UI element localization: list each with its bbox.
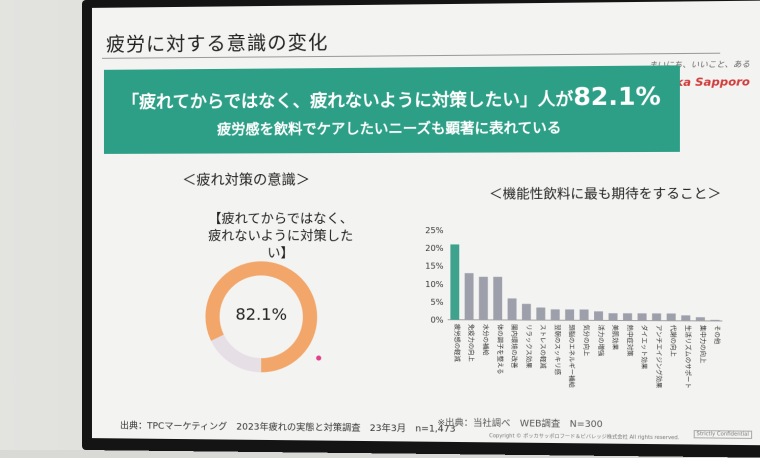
bar	[638, 313, 647, 320]
left-section-title: ＜疲れ対策の意識＞	[182, 169, 310, 189]
bar	[508, 298, 517, 320]
bar	[681, 315, 690, 320]
category-label: その他	[713, 325, 722, 344]
bar	[493, 277, 502, 320]
laser-pointer-dot	[316, 356, 321, 361]
y-tick-label: 25%	[425, 226, 444, 235]
category-label: リラックス効果	[524, 324, 532, 368]
bar	[652, 313, 661, 320]
category-label: 体の調子を整える	[496, 324, 504, 374]
category-label: 腸内環境の改善	[510, 324, 518, 368]
category-label: ストレスの軽減	[539, 324, 547, 369]
category-label: 疲労感の軽減	[453, 324, 461, 363]
banner-percent: 82.1%	[573, 82, 661, 111]
slide-screen: 疲労に対する意識の変化 まいにち、いいこと、ある Pokka Sapporo 「…	[92, 1, 760, 446]
bar-chart: 25% 20% 15% 10% 5% 0% 疲労感の軽減 免疫力の向上 水分の補給 体の調子を整え…	[417, 222, 731, 445]
category-label: 翌朝のスッキリ感	[553, 324, 561, 375]
category-label: 頭脳のエネルギー補給	[568, 324, 576, 388]
category-label: 美肌効果	[611, 325, 619, 350]
category-label: 集中力の向上	[698, 325, 706, 363]
category-label: 生活リズムのサポート	[684, 325, 692, 389]
category-label: 代謝の向上	[669, 325, 677, 357]
bar	[536, 308, 545, 321]
category-label: 熱中症対策	[625, 325, 633, 357]
category-label: アンチエイジング効果	[655, 325, 663, 389]
banner-line-2: 疲労感を飲料でケアしたいニーズも顕著に表れている	[104, 117, 680, 140]
category-label: 活力の増強	[596, 324, 604, 356]
category-label: 免疫力の向上	[467, 324, 475, 362]
y-tick-label: 20%	[425, 244, 444, 253]
question-line-1: 【疲れてからではなく、	[204, 211, 357, 228]
bar	[623, 313, 632, 320]
category-label: 気分の向上	[582, 324, 590, 356]
y-tick-label: 5%	[430, 298, 444, 307]
bar	[450, 244, 459, 319]
bar	[479, 277, 488, 320]
bar	[522, 304, 531, 320]
banner-statement: 「疲れてからではなく、疲れないように対策したい」人が	[122, 90, 573, 113]
bar	[465, 273, 474, 320]
right-section-title: ＜機能性飲料に最も期待をすること＞	[489, 183, 721, 203]
source-note-right: ※出典：当社調べ WEB調査 N=300	[437, 415, 602, 430]
donut-value-label: 82.1%	[204, 304, 318, 324]
bar	[594, 311, 603, 320]
y-tick-label: 15%	[425, 262, 444, 271]
bar	[609, 313, 618, 320]
bar	[580, 309, 589, 320]
bar	[710, 320, 719, 321]
headline-banner: 「疲れてからではなく、疲れないように対策したい」人が82.1% 疲労感を飲料でケ…	[104, 65, 680, 154]
y-tick-label: 10%	[425, 280, 444, 289]
survey-question: 【疲れてからではなく、 疲れないように対策したい】	[204, 211, 357, 263]
slide-title: 疲労に対する意識の変化	[106, 28, 328, 57]
bar	[565, 309, 574, 320]
bar	[696, 317, 705, 321]
category-label: 水分の補給	[481, 324, 489, 356]
banner-line-1: 「疲れてからではなく、疲れないように対策したい」人が82.1%	[104, 82, 680, 114]
question-line-2: 疲れないように対策したい】	[204, 228, 357, 262]
confidential-badge: Strictly Confidential	[693, 430, 752, 439]
y-tick-label: 0%	[430, 316, 444, 325]
monitor-frame: 疲労に対する意識の変化 まいにち、いいこと、ある Pokka Sapporo 「…	[82, 0, 760, 458]
category-label: ダイエット効果	[640, 325, 648, 370]
bar	[551, 309, 560, 320]
bar	[667, 313, 676, 320]
source-note-left: 出典：TPCマーケティング 2023年疲れの実態と対策調査 23年3月 n=1,…	[120, 418, 456, 434]
